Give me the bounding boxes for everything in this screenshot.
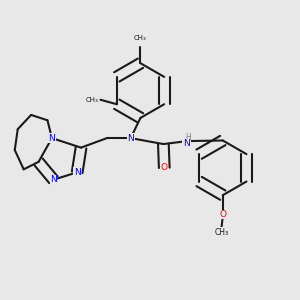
Text: N: N — [183, 139, 190, 148]
Text: N: N — [74, 168, 81, 177]
Text: O: O — [161, 163, 168, 172]
Text: N: N — [49, 134, 55, 142]
Text: H: H — [185, 133, 191, 142]
Text: CH₃: CH₃ — [214, 228, 228, 237]
Text: N: N — [127, 134, 134, 142]
Text: CH₃: CH₃ — [134, 35, 147, 41]
Text: CH₃: CH₃ — [85, 97, 98, 103]
Text: O: O — [219, 210, 226, 219]
Text: N: N — [50, 175, 57, 184]
